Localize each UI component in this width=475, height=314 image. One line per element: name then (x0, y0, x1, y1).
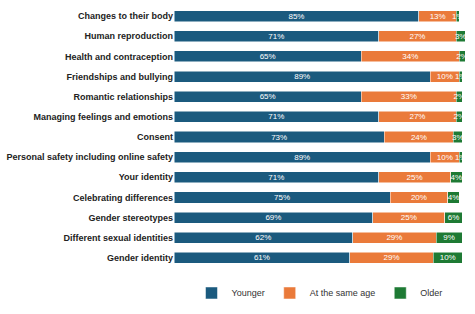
svg-text:Gender stereotypes: Gender stereotypes (88, 213, 173, 223)
svg-text:1%: 1% (455, 72, 467, 81)
svg-text:24%: 24% (411, 133, 427, 142)
svg-text:2%: 2% (453, 92, 465, 101)
svg-text:Managing feelings and emotions: Managing feelings and emotions (33, 112, 173, 122)
svg-text:Different sexual identities: Different sexual identities (63, 233, 173, 243)
svg-text:33%: 33% (401, 92, 417, 101)
svg-text:3%: 3% (455, 32, 467, 41)
svg-text:25%: 25% (401, 213, 417, 222)
svg-text:Changes to their body: Changes to their body (78, 11, 173, 21)
svg-text:10%: 10% (437, 72, 453, 81)
svg-text:29%: 29% (386, 233, 402, 242)
svg-text:27%: 27% (409, 32, 425, 41)
svg-text:29%: 29% (384, 253, 400, 262)
svg-text:75%: 75% (274, 193, 290, 202)
svg-text:Personal safety including onli: Personal safety including online safety (6, 152, 173, 162)
svg-text:At the same age: At the same age (310, 288, 376, 298)
svg-text:65%: 65% (260, 92, 276, 101)
svg-text:71%: 71% (268, 112, 284, 121)
svg-text:27%: 27% (409, 112, 425, 121)
svg-text:Friendships and bullying: Friendships and bullying (66, 72, 173, 82)
svg-text:71%: 71% (268, 173, 284, 182)
svg-text:20%: 20% (411, 193, 427, 202)
svg-text:4%: 4% (448, 193, 460, 202)
svg-text:3%: 3% (452, 133, 464, 142)
svg-text:9%: 9% (443, 233, 455, 242)
svg-text:1%: 1% (452, 12, 464, 21)
svg-text:25%: 25% (407, 173, 423, 182)
svg-text:Consent: Consent (137, 132, 173, 142)
svg-text:Human reproduction: Human reproduction (84, 31, 173, 41)
svg-text:89%: 89% (294, 153, 310, 162)
svg-text:10%: 10% (437, 153, 453, 162)
svg-text:Health and contraception: Health and contraception (65, 52, 173, 62)
svg-text:71%: 71% (268, 32, 284, 41)
svg-text:34%: 34% (402, 52, 418, 61)
svg-text:69%: 69% (265, 213, 281, 222)
svg-text:Romantic relationships: Romantic relationships (73, 92, 173, 102)
svg-text:4%: 4% (451, 173, 463, 182)
svg-text:89%: 89% (294, 72, 310, 81)
svg-text:6%: 6% (448, 213, 460, 222)
svg-text:13%: 13% (430, 12, 446, 21)
svg-text:85%: 85% (288, 12, 304, 21)
svg-text:10%: 10% (440, 253, 456, 262)
svg-text:62%: 62% (255, 233, 271, 242)
svg-text:73%: 73% (271, 133, 287, 142)
svg-text:Celebrating differences: Celebrating differences (73, 193, 173, 203)
svg-text:Younger: Younger (232, 288, 265, 298)
svg-text:61%: 61% (254, 253, 270, 262)
svg-text:Older: Older (420, 288, 442, 298)
svg-text:Gender identity: Gender identity (107, 253, 173, 263)
svg-text:2%: 2% (453, 112, 465, 121)
svg-text:1%: 1% (455, 153, 467, 162)
svg-text:65%: 65% (260, 52, 276, 61)
svg-text:2%: 2% (456, 52, 468, 61)
svg-text:Your identity: Your identity (119, 172, 173, 182)
